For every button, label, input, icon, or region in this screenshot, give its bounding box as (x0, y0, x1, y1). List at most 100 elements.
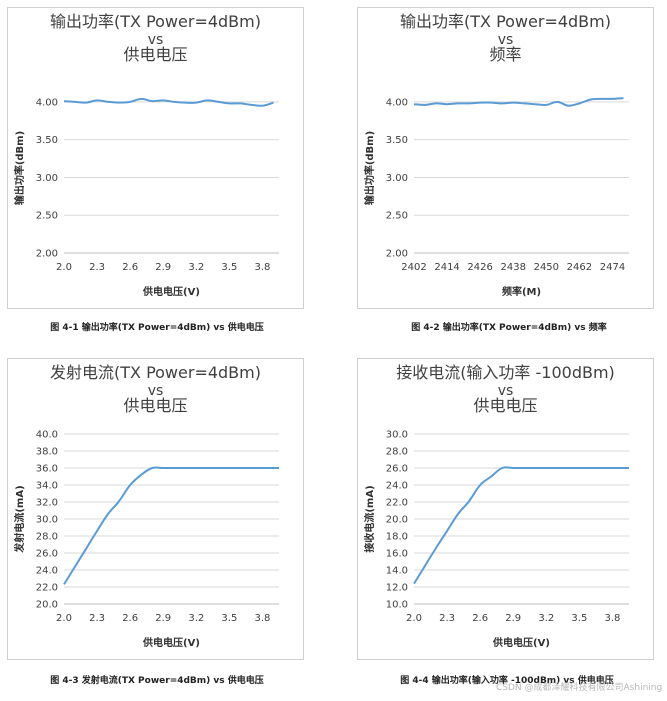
x-axis-label: 供电电压(V) (492, 636, 550, 649)
y-tick-label: 12.0 (386, 583, 408, 594)
chart-title-vs: vs (148, 383, 164, 399)
x-tick-label: 2.9 (155, 262, 171, 273)
y-tick-label: 28.0 (386, 447, 408, 458)
y-axis-label: 发射电流(mA) (13, 485, 26, 553)
chart-title: 输出功率(TX Power=4dBm) (50, 12, 261, 31)
x-axis-label: 频率(M) (502, 285, 541, 298)
y-tick-label: 20.0 (386, 515, 408, 526)
x-tick-label: 3.2 (188, 613, 204, 624)
chart-subtitle: 供电电压 (473, 396, 537, 415)
series-line (63, 466, 279, 585)
series-line (413, 97, 624, 107)
y-tick-label: 3.50 (36, 135, 58, 146)
y-tick-label: 4.00 (386, 97, 408, 108)
y-axis-label: 输出功率(dBm) (363, 131, 376, 205)
figure-caption-4-1: 图 4-1 输出功率(TX Power=4dBm) vs 供电电压 (50, 323, 264, 333)
y-tick-label: 2.50 (36, 211, 58, 222)
y-tick-label: 30.0 (36, 515, 58, 526)
y-tick-label: 26.0 (386, 464, 408, 475)
y-tick-label: 3.50 (386, 135, 408, 146)
figure-caption-4-4: 图 4-4 输出功率(输入功率 -100dBm) vs 供电电压 (400, 676, 614, 686)
y-tick-label: 40.0 (36, 430, 58, 441)
y-axis-label: 接收电流(mA) (363, 485, 376, 552)
y-tick-label: 10.0 (386, 600, 408, 611)
x-tick-label: 2426 (467, 262, 492, 273)
x-tick-label: 2.9 (155, 613, 171, 624)
x-tick-label: 2402 (401, 262, 426, 273)
chart-border (7, 358, 304, 660)
x-tick-label: 3.2 (188, 262, 204, 273)
y-tick-label: 14.0 (386, 566, 408, 577)
y-tick-label: 3.00 (386, 173, 408, 184)
x-tick-label: 2414 (434, 262, 459, 273)
series-line (413, 466, 629, 585)
y-tick-label: 3.00 (36, 173, 58, 184)
x-tick-label: 3.2 (538, 613, 554, 624)
y-tick-label: 20.0 (36, 600, 58, 611)
chart-title: 接收电流(输入功率 -100dBm) (396, 363, 615, 382)
y-tick-label: 18.0 (386, 532, 408, 543)
chart-panel-rx-current-vs-voltage: 接收电流(输入功率 -100dBm) vs 供电电压 10.0 12.0 14.0 16.0… (357, 358, 654, 660)
x-tick-label: 3.5 (221, 262, 237, 273)
x-tick-label: 2.6 (472, 613, 488, 624)
x-tick-label: 2.3 (89, 613, 105, 624)
x-tick-label: 2.0 (56, 262, 72, 273)
x-tick-label: 3.5 (221, 613, 237, 624)
figure-caption-4-3: 图 4-3 发射电流(TX Power=4dBm) vs 供电电压 (50, 676, 264, 686)
chart-title: 输出功率(TX Power=4dBm) (400, 12, 611, 31)
figure-caption-4-2: 图 4-2 输出功率(TX Power=4dBm) vs 频率 (411, 323, 607, 333)
chart-subtitle: 频率 (489, 45, 521, 64)
x-tick-label: 3.8 (255, 262, 271, 273)
y-tick-label: 24.0 (386, 481, 408, 492)
chart-border (357, 358, 654, 660)
chart-title: 发射电流(TX Power=4dBm) (50, 363, 261, 382)
y-tick-label: 22.0 (36, 583, 58, 594)
x-tick-label: 2.9 (505, 613, 521, 624)
y-tick-label: 16.0 (386, 549, 408, 560)
x-tick-label: 2.6 (122, 262, 138, 273)
chart-panel-tx-power-vs-frequency: 输出功率(TX Power=4dBm) vs 频率 2.00 2.50 3.00 3.50 4… (357, 7, 654, 309)
chart-title-vs: vs (498, 383, 514, 399)
y-tick-label: 22.0 (386, 498, 408, 509)
chart-subtitle: 供电电压 (123, 45, 187, 64)
x-tick-label: 3.5 (571, 613, 587, 624)
y-tick-label: 38.0 (36, 447, 58, 458)
x-tick-label: 2474 (600, 262, 625, 273)
x-tick-label: 2.3 (89, 262, 105, 273)
x-tick-label: 2.0 (56, 613, 72, 624)
x-tick-label: 2.0 (406, 613, 422, 624)
watermark-text: CSDN @成都泽耀科技有限公司Ashining (496, 683, 663, 693)
x-tick-label: 3.8 (605, 613, 621, 624)
chart-panel-tx-power-vs-voltage: 输出功率(TX Power=4dBm) vs 供电电压 2.00 2.50 3.00 3.5… (7, 7, 304, 309)
x-axis-label: 供电电压(V) (142, 285, 200, 298)
y-tick-label: 32.0 (36, 498, 58, 509)
x-tick-label: 2450 (534, 262, 559, 273)
y-tick-label: 36.0 (36, 464, 58, 475)
chart-title-vs: vs (498, 32, 514, 48)
series-line (63, 97, 274, 107)
y-tick-label: 24.0 (36, 566, 58, 577)
x-axis-label: 供电电压(V) (142, 636, 200, 649)
x-tick-label: 2.6 (122, 613, 138, 624)
chart-panel-tx-current-vs-voltage: 发射电流(TX Power=4dBm) vs 供电电压 20.0 22.0 24.0 26.… (7, 358, 304, 660)
y-tick-label: 28.0 (36, 532, 58, 543)
y-tick-label: 26.0 (36, 549, 58, 560)
x-tick-label: 3.8 (255, 613, 271, 624)
y-tick-label: 2.00 (386, 249, 408, 260)
x-tick-label: 2438 (501, 262, 526, 273)
chart-border (357, 7, 654, 309)
x-tick-label: 2462 (567, 262, 592, 273)
chart-title-vs: vs (148, 32, 164, 48)
y-axis-label: 输出功率(dBm) (13, 131, 26, 205)
chart-subtitle: 供电电压 (123, 396, 187, 415)
y-tick-label: 4.00 (36, 97, 58, 108)
x-tick-label: 2.3 (439, 613, 455, 624)
y-tick-label: 34.0 (36, 481, 58, 492)
y-tick-label: 2.50 (386, 211, 408, 222)
y-tick-label: 2.00 (36, 249, 58, 260)
chart-border (7, 7, 304, 309)
